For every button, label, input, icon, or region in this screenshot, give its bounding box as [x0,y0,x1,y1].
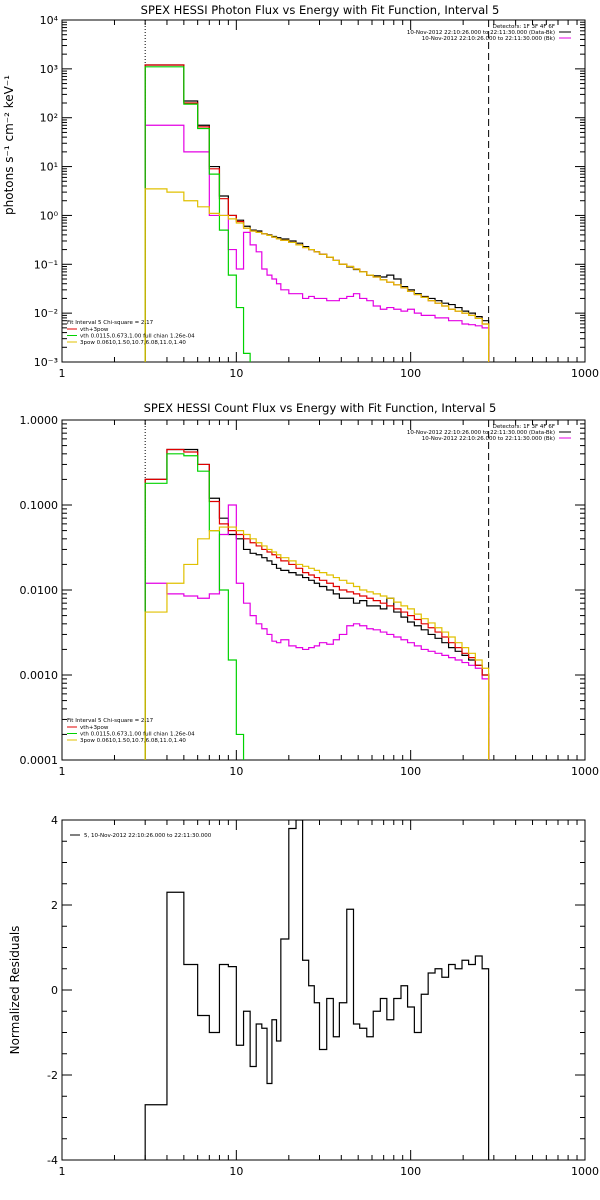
y-tick-label: -2 [47,1069,58,1082]
x-tick-label: 100 [400,765,421,778]
x-tick-label: 1 [59,367,66,380]
count-flux-title: SPEX HESSI Count Flux vs Energy with Fit… [144,401,497,415]
series-line-vth-3pow [144,64,490,362]
photon-flux-ylabel: photons s⁻¹ cm⁻² keV⁻¹ [2,75,16,215]
y-tick-label: 0.1000 [20,499,59,512]
info-line: 10-Nov-2012 22:10:26.000 to 22:11:30.000… [407,30,555,36]
series-line-5-10-nov-2012-22-10-26-000-to- [144,820,490,1160]
legend-entry: vth 0.0115,0.673,1.00 full chian 1.26e-0… [80,334,195,340]
y-tick-label: 10⁴ [40,14,59,27]
legend-title: Fit Interval 5 Chi-square = 2.17 [67,718,154,724]
series-line-vth-3pow [144,448,490,760]
legend-title: Fit Interval 5 Chi-square = 2.17 [67,320,154,326]
series-line-data-bk [144,64,490,362]
y-tick-label: 10³ [40,63,58,76]
legend-entry: vth+3pow [80,327,109,333]
series-line-3pow [144,526,490,760]
x-tick-label: 1000 [571,765,599,778]
series-line-vth [144,453,245,760]
info-line: 10-Nov-2012 22:10:26.000 to 22:11:30.000… [422,436,555,442]
x-tick-label: 1000 [571,1165,599,1178]
x-tick-label: 1 [59,765,66,778]
legend-entry: 3pow 0.0610,1.50,10.7,6.08,11.0,1.40 [80,738,186,744]
plot-frame [61,19,586,363]
x-tick-label: 10 [229,765,243,778]
series-line-bk [144,124,490,362]
y-tick-label: 0 [51,984,58,997]
legend-entry: vth+3pow [80,725,109,731]
y-tick-label: -4 [47,1154,58,1167]
series-group [144,64,490,362]
y-tick-label: 4 [51,814,58,827]
x-tick-label: 100 [400,1165,421,1178]
y-tick-label: 10⁰ [40,209,59,222]
x-tick-label: 10 [229,1165,243,1178]
series-group [144,448,490,760]
plot-frame [61,819,586,1161]
x-tick-label: 1 [59,1165,66,1178]
series-line-bk [144,504,490,760]
y-tick-label: 2 [51,899,58,912]
legend-entry: 3pow 0.0610,1.50,10.7,6.08,11.0,1.40 [80,340,186,346]
series-group [144,820,490,1160]
residuals-ylabel: Normalized Residuals [8,926,22,1055]
info-line: Detectors: 1F 3F 4F 6F [493,424,555,430]
count-flux-panel: SPEX HESSI Count Flux vs Energy with Fit… [20,401,600,778]
y-tick-label: 10⁻¹ [34,258,58,271]
series-line-vth [144,66,251,362]
plot-frame [61,419,586,761]
y-tick-label: 0.0100 [20,584,59,597]
residuals-panel: Normalized Residuals 1 10 100 1000 -4 -2 0 2 4 5,… [8,814,599,1178]
x-tick-label: 100 [400,367,421,380]
info-line: Detectors: 1F 3F 4F 6F [493,24,555,30]
legend-entry: vth 0.0115,0.673,1.00 full chian 1.26e-0… [80,732,195,738]
series-line-3pow [144,188,490,362]
x-tick-label: 1000 [571,367,599,380]
info-line: 10-Nov-2012 22:10:26.000 to 22:11:30.000… [422,36,555,42]
y-tick-label: 10² [40,112,58,125]
series-line-data-bk [144,448,490,760]
photon-flux-title: SPEX HESSI Photon Flux vs Energy with Fi… [141,3,500,17]
y-tick-label: 10¹ [40,161,58,174]
y-tick-label: 10⁻³ [34,356,58,369]
legend-entry: 5, 10-Nov-2012 22:10:26.000 to 22:11:30.… [84,833,212,839]
y-tick-label: 0.0010 [20,669,59,682]
y-tick-label: 1.0000 [20,414,59,427]
info-line: 10-Nov-2012 22:10:26.000 to 22:11:30.000… [407,430,555,436]
y-tick-label: 10⁻² [34,307,58,320]
photon-flux-panel: SPEX HESSI Photon Flux vs Energy with Fi… [2,3,599,380]
x-tick-label: 10 [229,367,243,380]
y-tick-label: 0.0001 [20,754,59,767]
